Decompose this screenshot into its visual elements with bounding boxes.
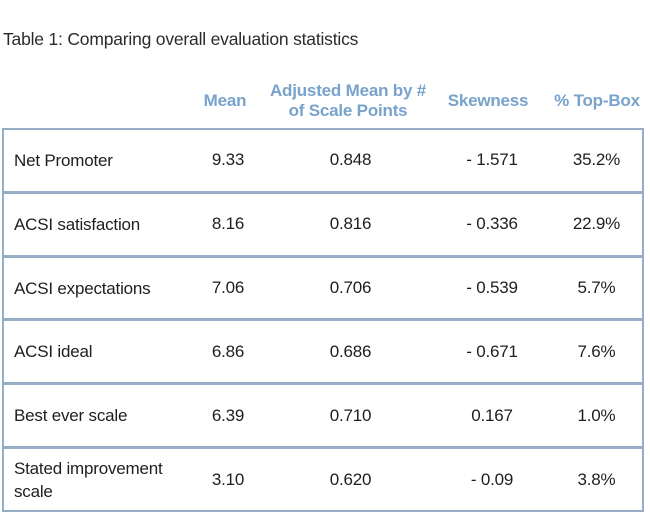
cell-top-box: 35.2%	[572, 150, 621, 170]
cell-skewness: - 0.671	[466, 341, 518, 361]
row-label: Net Promoter	[14, 150, 113, 170]
row-label: ACSI satisfaction	[14, 214, 141, 234]
cell-top-box: 22.9%	[572, 214, 621, 234]
table-row: ACSI satisfaction 8.16 0.816 - 0.336 22.…	[4, 190, 642, 255]
row-label: Stated improvement scale	[14, 458, 163, 501]
row-label: ACSI ideal	[14, 342, 93, 362]
cell-skewness: - 0.336	[466, 214, 518, 234]
cell-top-box: 3.8%	[577, 469, 616, 489]
cell-skewness: - 0.539	[466, 278, 518, 298]
cell-top-box: 7.6%	[577, 341, 616, 361]
column-header-mean: Mean	[203, 91, 247, 110]
cell-adjusted-mean: 0.710	[329, 405, 372, 425]
column-header-top-box: % Top-Box	[554, 91, 640, 110]
table-row: Stated improvement scale 3.10 0.620 - 0.…	[4, 446, 642, 510]
cell-skewness: 0.167	[471, 405, 513, 425]
cell-top-box: 5.7%	[577, 278, 616, 298]
statistics-table: Net Promoter 9.33 0.848 - 1.571 35.2% AC…	[2, 128, 644, 512]
cell-adjusted-mean: 0.706	[329, 278, 372, 298]
row-label: Best ever scale	[14, 406, 128, 426]
cell-adjusted-mean: 0.620	[329, 469, 372, 489]
column-header-adjusted-mean: Adjusted Mean by # of Scale Points	[269, 81, 427, 120]
column-header-skewness: Skewness	[447, 91, 529, 110]
cell-mean: 8.16	[211, 214, 245, 234]
cell-skewness: - 0.09	[470, 469, 514, 489]
table-row: Net Promoter 9.33 0.848 - 1.571 35.2%	[4, 130, 642, 191]
table-caption: Table 1: Comparing overall evaluation st…	[3, 29, 359, 49]
cell-mean: 3.10	[211, 469, 245, 489]
table-row: ACSI expectations 7.06 0.706 - 0.539 5.7…	[4, 254, 642, 319]
cell-mean: 6.39	[211, 405, 245, 425]
cell-adjusted-mean: 0.816	[329, 214, 372, 234]
table-row: Best ever scale 6.39 0.710 0.167 1.0%	[4, 382, 642, 446]
cell-mean: 6.86	[211, 341, 245, 361]
cell-skewness: - 1.571	[466, 150, 518, 170]
cell-mean: 9.33	[211, 150, 245, 170]
cell-mean: 7.06	[211, 278, 245, 298]
cell-top-box: 1.0%	[577, 405, 616, 425]
row-label: ACSI expectations	[14, 278, 151, 298]
cell-adjusted-mean: 0.686	[329, 341, 372, 361]
table-row: ACSI ideal 6.86 0.686 - 0.671 7.6%	[4, 318, 642, 382]
cell-adjusted-mean: 0.848	[329, 150, 372, 170]
